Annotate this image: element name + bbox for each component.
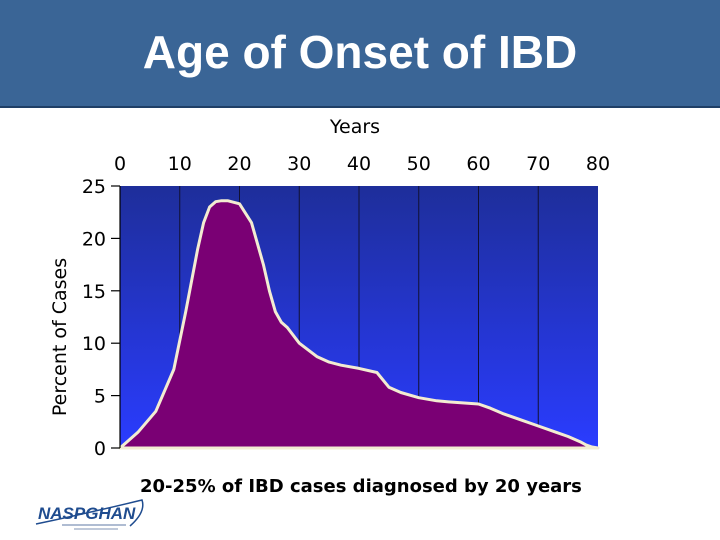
- x-tick-label-20: 20: [227, 153, 251, 175]
- x-tick-label-70: 70: [526, 153, 550, 175]
- title-bar: Age of Onset of IBD: [0, 0, 720, 108]
- x-tick-label-60: 60: [466, 153, 490, 175]
- x-tick-label-50: 50: [407, 153, 431, 175]
- x-axis-ticks: 0 10 20 30 40 50 60 70 80: [114, 153, 610, 175]
- x-tick-label-0: 0: [114, 153, 126, 175]
- y-axis-ticks: 0 5 10 15 20 25: [82, 176, 120, 460]
- chart-caption: 20-25% of IBD cases diagnosed by 20 year…: [140, 476, 582, 497]
- y-tick-label-25: 25: [82, 176, 106, 198]
- y-tick-label-15: 15: [82, 281, 106, 303]
- x-axis-label: Years: [329, 116, 380, 138]
- y-tick-label-5: 5: [94, 386, 106, 408]
- onset-age-chart: 0 10 20 30 40 50 60 70 80 0 5 10 15 20 25 Years Perce…: [49, 116, 610, 460]
- onset-distribution-area: [118, 199, 600, 450]
- logo-swoosh: [35, 499, 144, 527]
- x-tick-label-10: 10: [168, 153, 192, 175]
- x-tick-label-30: 30: [287, 153, 311, 175]
- x-tick-label-40: 40: [347, 153, 371, 175]
- naspghan-logo: NASPGHAN: [35, 499, 144, 530]
- y-tick-label-20: 20: [82, 228, 106, 250]
- y-tick-label-0: 0: [94, 438, 106, 460]
- slide-title: Age of Onset of IBD: [142, 26, 578, 78]
- y-tick-label-10: 10: [82, 333, 106, 355]
- y-axis-label: Percent of Cases: [49, 258, 71, 416]
- x-tick-label-80: 80: [586, 153, 610, 175]
